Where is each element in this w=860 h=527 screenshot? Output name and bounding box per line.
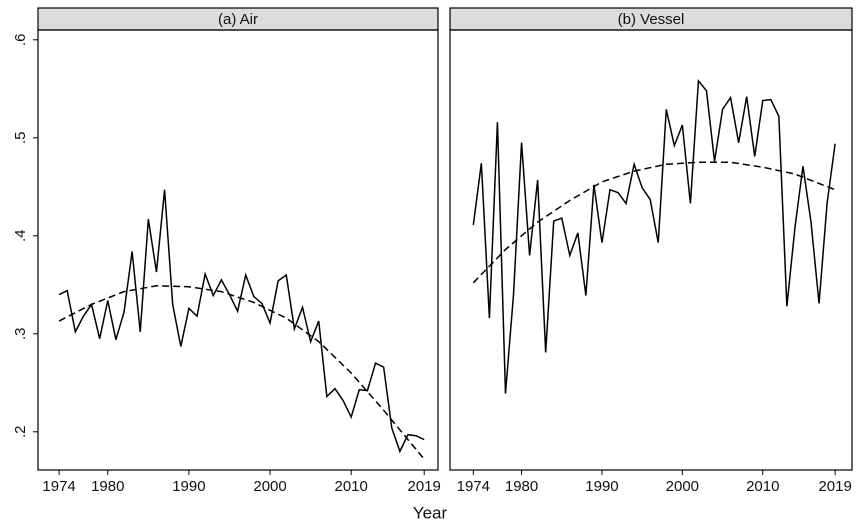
panel-title: (a) Air	[218, 11, 258, 28]
plot-frame	[449, 29, 853, 471]
x-tick-label: 1974	[42, 478, 75, 495]
plot-frame	[37, 29, 439, 471]
x-tick-label: 1980	[505, 478, 538, 495]
fit-line	[58, 285, 425, 460]
fit-line	[472, 161, 836, 284]
x-axis-label: Year	[413, 503, 448, 522]
x-tick-label: 1974	[457, 478, 490, 495]
x-tick-label: 2000	[253, 478, 286, 495]
y-tick-label: .2	[12, 426, 29, 439]
x-tick-label: 2019	[408, 478, 441, 495]
x-tick-label: 2019	[818, 478, 851, 495]
x-tick-label: 2010	[334, 478, 367, 495]
data-line	[472, 79, 836, 394]
y-tick-label: .4	[12, 230, 29, 243]
panel-title: (b) Vessel	[618, 11, 685, 28]
x-tick-label: 1990	[585, 478, 618, 495]
x-tick-label: 1980	[91, 478, 124, 495]
x-tick-label: 2000	[666, 478, 699, 495]
y-tick-label: .6	[12, 34, 29, 47]
y-tick-label: .3	[12, 328, 29, 341]
x-tick-label: 2010	[746, 478, 779, 495]
data-line	[58, 189, 425, 454]
x-tick-label: 1990	[172, 478, 205, 495]
y-tick-label: .5	[12, 132, 29, 145]
